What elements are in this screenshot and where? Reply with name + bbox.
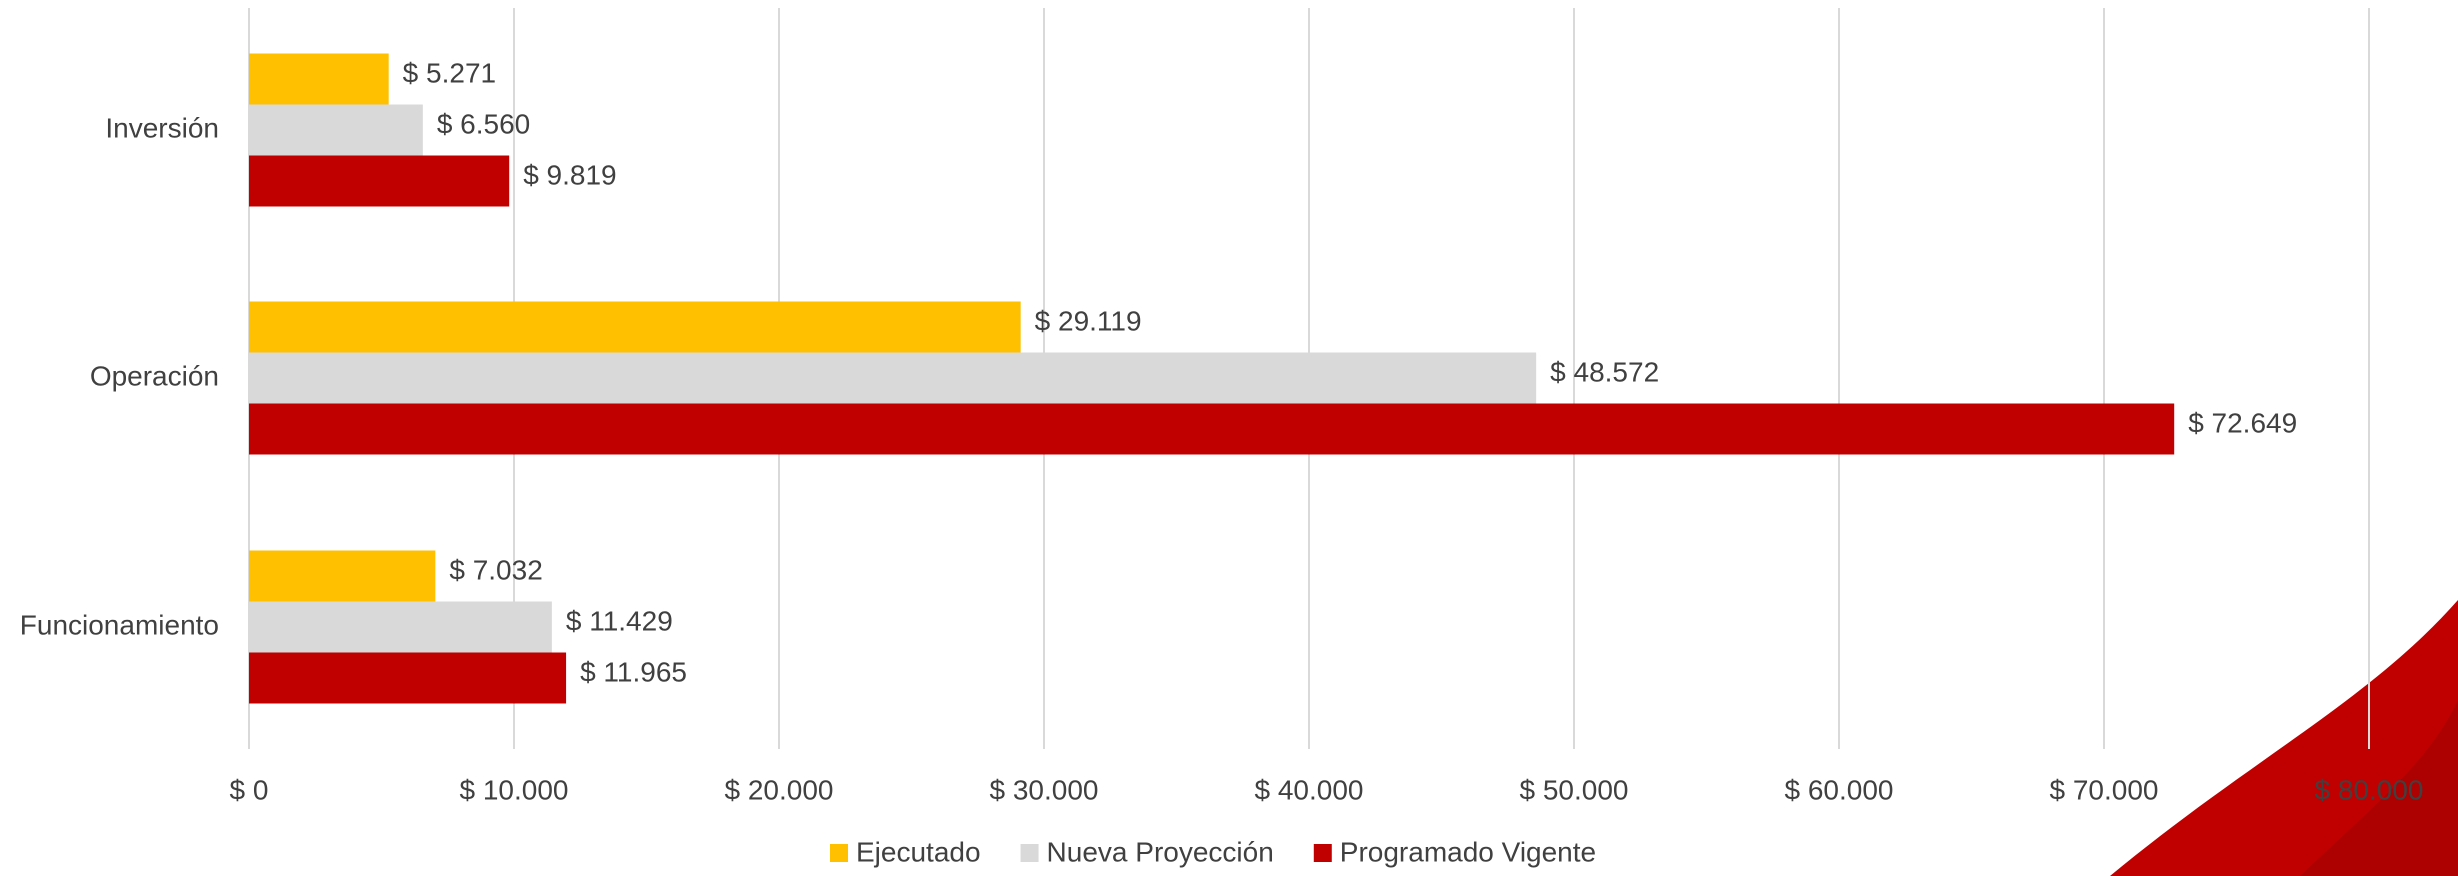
bar — [249, 104, 423, 156]
y-tick-label: Inversión — [105, 112, 219, 143]
legend-label: Programado Vigente — [1340, 836, 1596, 867]
bar — [249, 403, 2175, 455]
bar — [249, 352, 1537, 404]
y-tick-label: Funcionamiento — [20, 609, 219, 640]
x-tick-label: $ 30.000 — [990, 774, 1099, 805]
value-label: $ 5.271 — [403, 57, 496, 88]
bar — [249, 301, 1021, 353]
x-tick-label: $ 70.000 — [2050, 774, 2159, 805]
legend-swatch — [830, 844, 848, 862]
x-tick-label: $ 0 — [230, 774, 269, 805]
x-tick-label: $ 40.000 — [1255, 774, 1364, 805]
value-label: $ 11.429 — [566, 605, 673, 636]
legend-label: Nueva Proyección — [1047, 836, 1274, 867]
value-label: $ 6.560 — [437, 108, 530, 139]
bar — [249, 155, 510, 207]
x-tick-label: $ 80.000 — [2315, 774, 2424, 805]
bar — [249, 550, 436, 602]
y-tick-label: Operación — [90, 360, 219, 391]
x-tick-label: $ 50.000 — [1520, 774, 1629, 805]
x-tick-label: $ 20.000 — [725, 774, 834, 805]
bar — [249, 601, 552, 653]
bar — [249, 652, 567, 704]
value-label: $ 11.965 — [580, 656, 687, 687]
value-label: $ 9.819 — [523, 159, 616, 190]
decoration — [2300, 700, 2458, 876]
bar — [249, 53, 389, 105]
value-label: $ 48.572 — [1550, 356, 1659, 387]
x-tick-label: $ 10.000 — [460, 774, 569, 805]
value-label: $ 72.649 — [2188, 407, 2297, 438]
legend-label: Ejecutado — [856, 836, 981, 867]
x-tick-label: $ 60.000 — [1785, 774, 1894, 805]
value-label: $ 29.119 — [1035, 305, 1142, 336]
value-label: $ 7.032 — [449, 554, 542, 585]
legend-swatch — [1020, 844, 1039, 862]
legend-swatch — [1313, 844, 1332, 862]
decoration — [2110, 600, 2458, 876]
